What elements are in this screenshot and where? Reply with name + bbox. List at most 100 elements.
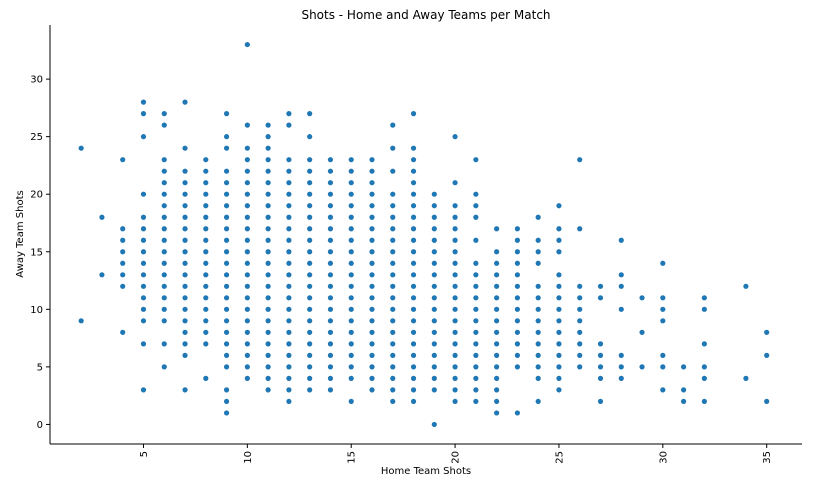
data-point xyxy=(348,306,354,312)
data-point xyxy=(348,375,354,381)
data-point xyxy=(452,341,458,347)
data-point xyxy=(660,295,666,301)
data-point xyxy=(140,318,147,324)
data-point xyxy=(244,306,250,312)
data-point xyxy=(161,226,167,232)
data-point xyxy=(556,352,562,358)
data-point xyxy=(535,306,541,312)
data-point xyxy=(223,318,230,324)
data-point xyxy=(618,352,624,358)
data-point xyxy=(348,191,354,197)
data-point xyxy=(286,341,292,347)
data-point xyxy=(556,295,562,301)
data-point xyxy=(265,203,271,209)
data-point xyxy=(223,283,230,289)
data-point xyxy=(473,191,479,197)
data-point xyxy=(307,352,313,358)
data-point xyxy=(431,318,437,324)
data-point xyxy=(140,295,147,301)
data-point xyxy=(348,249,354,255)
data-point xyxy=(265,168,271,174)
data-point xyxy=(327,341,334,347)
data-point xyxy=(473,260,479,266)
data-point xyxy=(410,306,417,312)
data-point xyxy=(473,203,479,209)
data-point xyxy=(556,237,562,243)
data-point xyxy=(244,214,250,220)
data-point xyxy=(390,387,396,393)
data-point xyxy=(348,364,354,370)
data-point xyxy=(327,260,334,266)
data-point xyxy=(286,203,292,209)
data-point xyxy=(410,249,417,255)
data-point xyxy=(327,364,334,370)
data-point xyxy=(431,191,437,197)
data-point xyxy=(369,387,375,393)
data-point xyxy=(701,364,707,370)
data-point xyxy=(203,375,209,381)
data-point xyxy=(494,398,500,405)
data-point xyxy=(203,237,209,243)
data-point xyxy=(660,260,666,266)
data-point xyxy=(577,329,583,335)
data-point xyxy=(410,398,417,405)
data-point xyxy=(410,157,417,163)
data-point xyxy=(410,364,417,370)
x-tick-label: 5 xyxy=(139,451,150,457)
data-point xyxy=(764,329,770,335)
data-point xyxy=(244,191,250,197)
data-point xyxy=(140,306,147,312)
data-point xyxy=(369,306,375,312)
data-point xyxy=(535,318,541,324)
data-point xyxy=(203,318,209,324)
data-point xyxy=(514,306,521,312)
data-point xyxy=(431,214,437,220)
data-point xyxy=(452,375,458,381)
data-point xyxy=(577,283,583,289)
data-point xyxy=(514,341,521,347)
data-point xyxy=(265,122,271,128)
data-point xyxy=(410,203,417,209)
data-point xyxy=(182,295,188,301)
data-point xyxy=(473,329,479,335)
data-point xyxy=(639,364,645,370)
data-point xyxy=(265,364,271,370)
data-point xyxy=(431,375,437,381)
data-point xyxy=(369,364,375,370)
data-point xyxy=(618,237,624,243)
data-point xyxy=(265,157,271,163)
data-point xyxy=(223,237,230,243)
data-point xyxy=(701,375,707,381)
data-point xyxy=(494,260,500,266)
data-point xyxy=(473,318,479,324)
data-point xyxy=(390,306,396,312)
data-point xyxy=(348,260,354,266)
data-point xyxy=(473,237,479,243)
data-point xyxy=(410,295,417,301)
data-point xyxy=(286,214,292,220)
data-point xyxy=(639,329,645,335)
data-point xyxy=(431,306,437,312)
data-point xyxy=(369,157,375,163)
data-point xyxy=(390,398,396,405)
data-point xyxy=(680,364,687,370)
data-point xyxy=(140,191,147,197)
data-point xyxy=(327,295,334,301)
data-point xyxy=(203,180,209,186)
data-point xyxy=(244,272,250,278)
chart-title: Shots - Home and Away Teams per Match xyxy=(301,8,550,22)
data-point xyxy=(390,203,396,209)
data-point xyxy=(244,318,250,324)
data-point xyxy=(244,168,250,174)
data-point xyxy=(327,375,334,381)
data-point xyxy=(597,283,604,289)
data-point xyxy=(410,352,417,358)
data-point xyxy=(182,203,188,209)
data-point xyxy=(286,364,292,370)
data-point xyxy=(514,295,521,301)
y-tick-label: 30 xyxy=(30,75,43,86)
data-point xyxy=(452,306,458,312)
data-point xyxy=(348,283,354,289)
data-point xyxy=(660,387,666,393)
data-point xyxy=(660,364,666,370)
